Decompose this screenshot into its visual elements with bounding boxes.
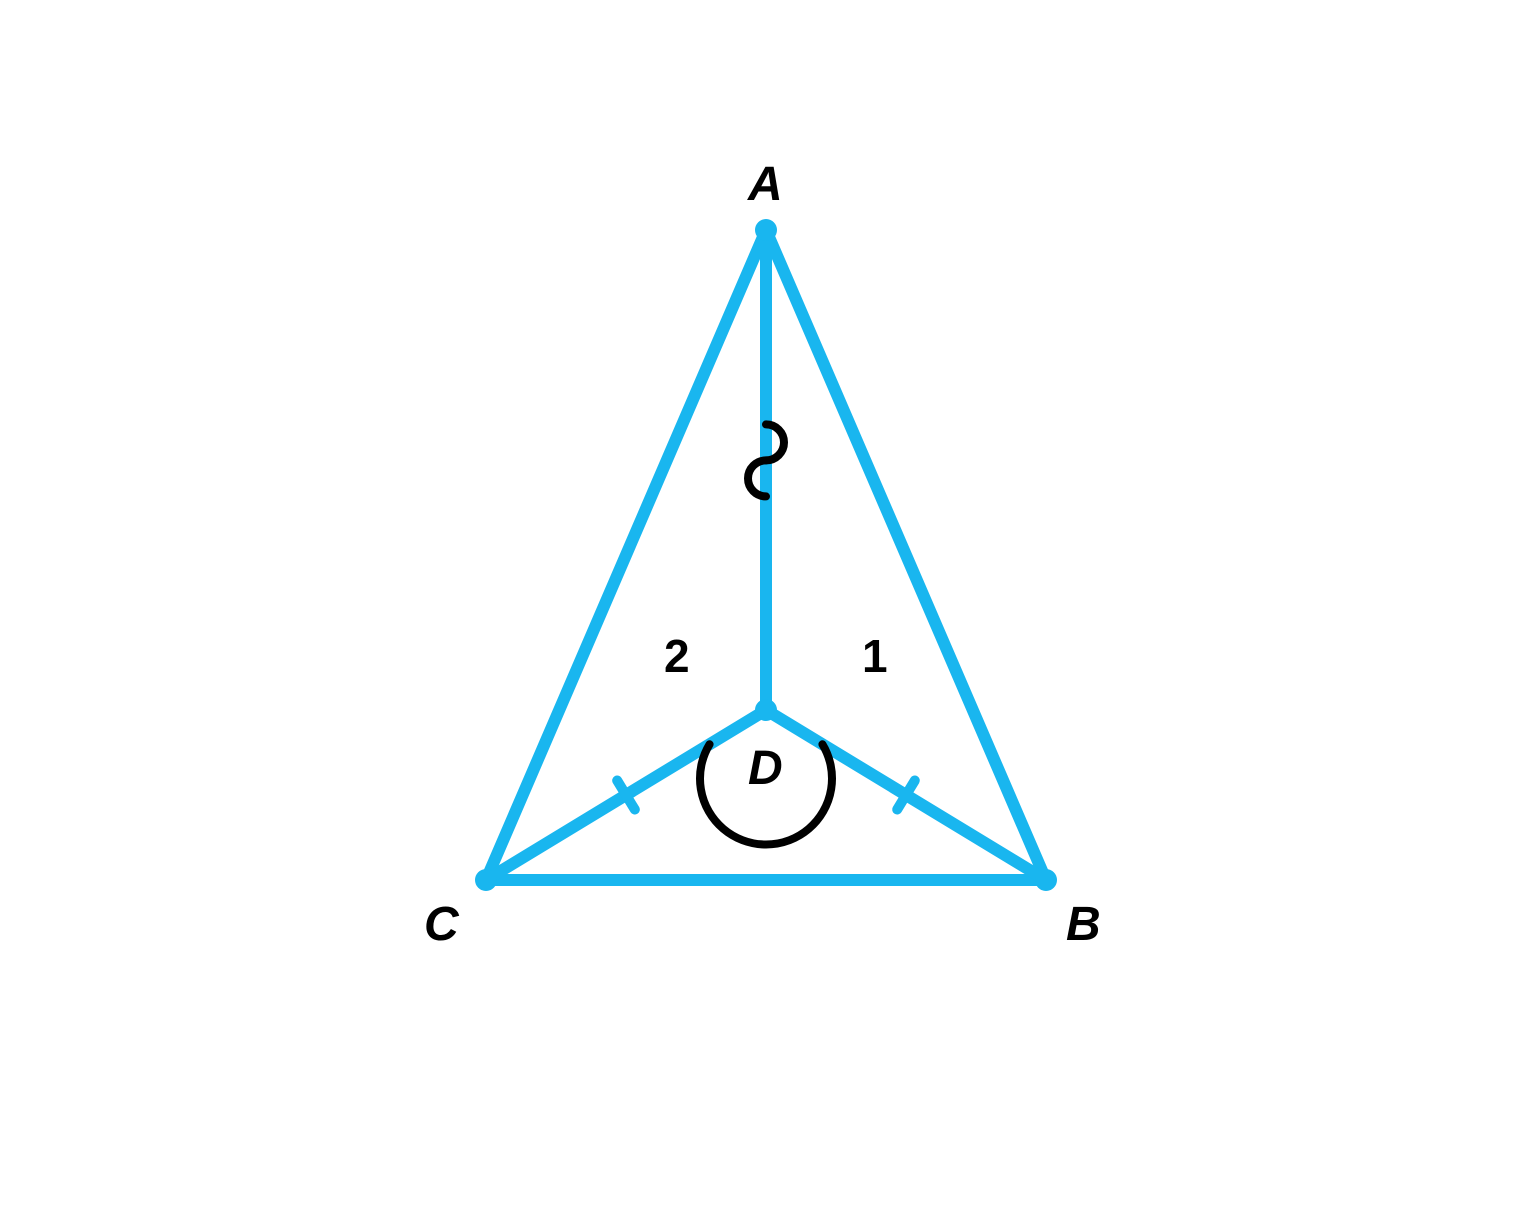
label-B: B [1066,898,1101,951]
angle-label-1: 1 [862,630,888,682]
point-A [755,219,777,241]
angle-label-2: 2 [664,630,690,682]
label-C: C [424,898,460,951]
point-C [475,869,497,891]
point-D [755,699,777,721]
point-B [1035,869,1057,891]
label-D: D [748,742,783,795]
label-A: A [747,158,783,211]
